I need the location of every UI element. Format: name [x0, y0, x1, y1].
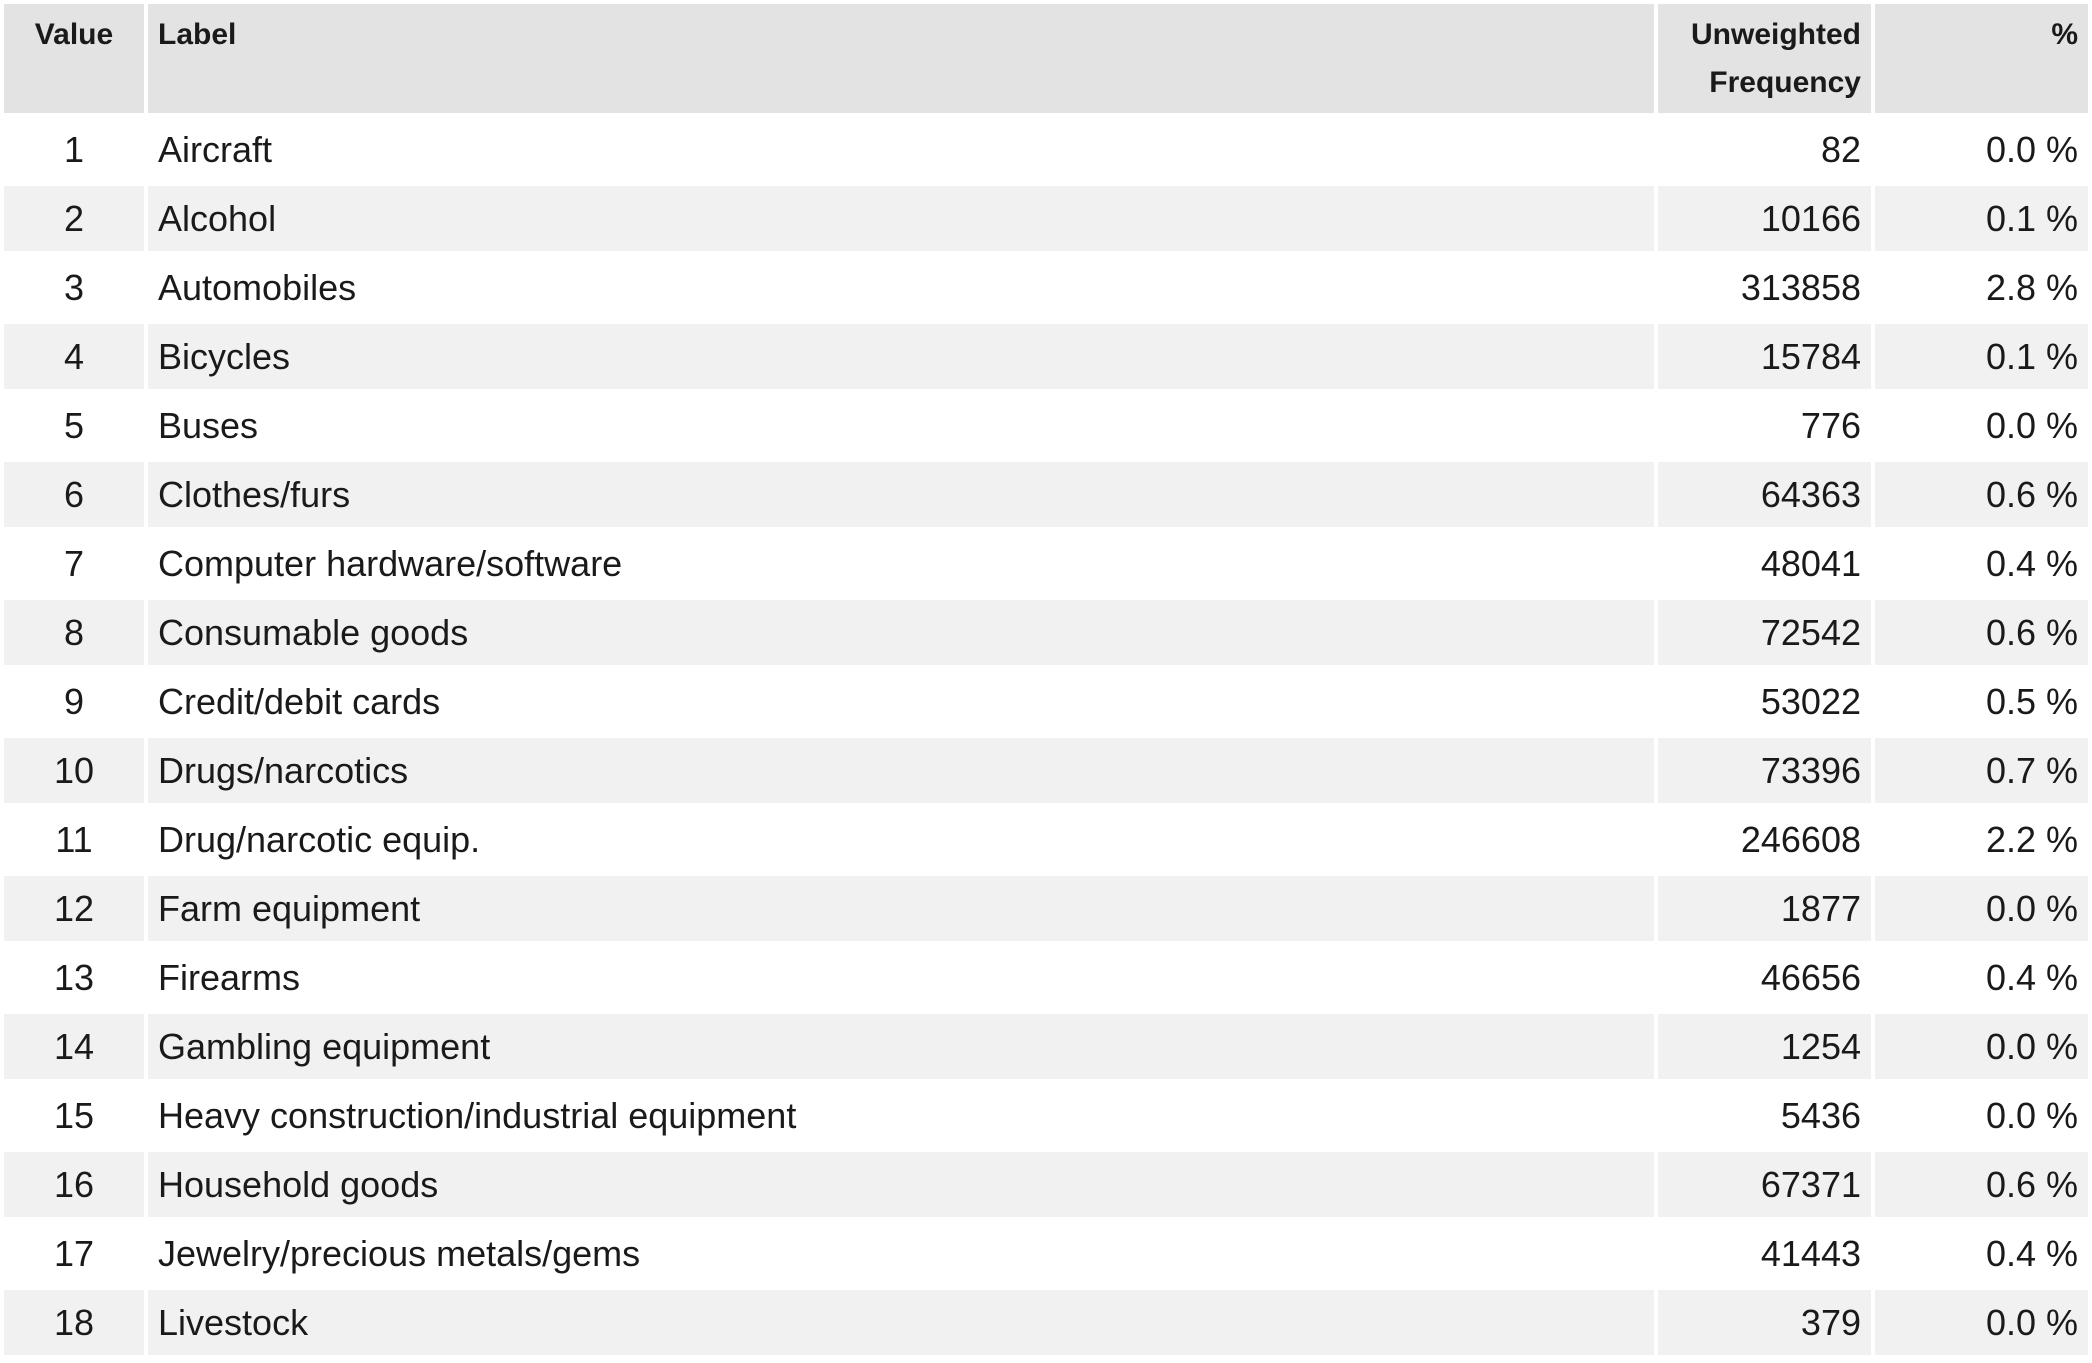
cell-label: Automobiles	[148, 255, 1654, 320]
cell-frequency: 53022	[1658, 669, 1871, 734]
table-row: 2 Alcohol 10166 0.1 %	[4, 186, 2088, 251]
cell-label: Gambling equipment	[148, 1014, 1654, 1079]
cell-value: 13	[4, 945, 144, 1010]
cell-percent: 0.1 %	[1875, 324, 2088, 389]
table-row: 17 Jewelry/precious metals/gems 41443 0.4 %	[4, 1221, 2088, 1286]
cell-value: 3	[4, 255, 144, 320]
cell-percent: 2.8 %	[1875, 255, 2088, 320]
cell-frequency: 1877	[1658, 876, 1871, 941]
cell-frequency: 72542	[1658, 600, 1871, 665]
cell-label: Heavy construction/industrial equipment	[148, 1083, 1654, 1148]
cell-value: 18	[4, 1290, 144, 1355]
cell-frequency: 1254	[1658, 1014, 1871, 1079]
cell-percent: 0.0 %	[1875, 876, 2088, 941]
cell-value: 6	[4, 462, 144, 527]
table-row: 3 Automobiles 313858 2.8 %	[4, 255, 2088, 320]
cell-percent: 0.5 %	[1875, 669, 2088, 734]
column-header-label[interactable]: Label	[148, 4, 1654, 113]
cell-frequency: 73396	[1658, 738, 1871, 803]
table-row: 7 Computer hardware/software 48041 0.4 %	[4, 531, 2088, 596]
cell-percent: 0.4 %	[1875, 531, 2088, 596]
table-row: 11 Drug/narcotic equip. 246608 2.2 %	[4, 807, 2088, 872]
cell-percent: 0.6 %	[1875, 1152, 2088, 1217]
cell-percent: 0.0 %	[1875, 1083, 2088, 1148]
cell-percent: 2.2 %	[1875, 807, 2088, 872]
table-row: 15 Heavy construction/industrial equipmen…	[4, 1083, 2088, 1148]
cell-frequency: 313858	[1658, 255, 1871, 320]
cell-value: 17	[4, 1221, 144, 1286]
cell-frequency: 379	[1658, 1290, 1871, 1355]
cell-value: 5	[4, 393, 144, 458]
cell-percent: 0.6 %	[1875, 600, 2088, 665]
cell-label: Aircraft	[148, 117, 1654, 182]
cell-percent: 0.4 %	[1875, 945, 2088, 1010]
table-row: 16 Household goods 67371 0.6 %	[4, 1152, 2088, 1217]
table-row: 14 Gambling equipment 1254 0.0 %	[4, 1014, 2088, 1079]
header-row: Value Label Unweighted Frequency %	[4, 4, 2088, 113]
cell-frequency: 46656	[1658, 945, 1871, 1010]
cell-value: 14	[4, 1014, 144, 1079]
cell-value: 8	[4, 600, 144, 665]
cell-percent: 0.0 %	[1875, 393, 2088, 458]
table-row: 9 Credit/debit cards 53022 0.5 %	[4, 669, 2088, 734]
cell-frequency: 15784	[1658, 324, 1871, 389]
cell-label: Alcohol	[148, 186, 1654, 251]
cell-value: 10	[4, 738, 144, 803]
table-row: 5 Buses 776 0.0 %	[4, 393, 2088, 458]
cell-percent: 0.0 %	[1875, 1290, 2088, 1355]
table-header: Value Label Unweighted Frequency %	[4, 4, 2088, 113]
cell-label: Household goods	[148, 1152, 1654, 1217]
cell-percent: 0.1 %	[1875, 186, 2088, 251]
cell-frequency: 82	[1658, 117, 1871, 182]
cell-value: 9	[4, 669, 144, 734]
cell-frequency: 5436	[1658, 1083, 1871, 1148]
cell-label: Clothes/furs	[148, 462, 1654, 527]
cell-label: Drug/narcotic equip.	[148, 807, 1654, 872]
cell-frequency: 41443	[1658, 1221, 1871, 1286]
cell-value: 7	[4, 531, 144, 596]
table-row: 12 Farm equipment 1877 0.0 %	[4, 876, 2088, 941]
table-row: 6 Clothes/furs 64363 0.6 %	[4, 462, 2088, 527]
cell-label: Bicycles	[148, 324, 1654, 389]
cell-value: 4	[4, 324, 144, 389]
table-row: 18 Livestock 379 0.0 %	[4, 1290, 2088, 1355]
cell-label: Consumable goods	[148, 600, 1654, 665]
cell-value: 16	[4, 1152, 144, 1217]
column-header-unweighted-frequency[interactable]: Unweighted Frequency	[1658, 4, 1871, 113]
cell-frequency: 48041	[1658, 531, 1871, 596]
cell-value: 2	[4, 186, 144, 251]
cell-percent: 0.0 %	[1875, 117, 2088, 182]
table-row: 13 Firearms 46656 0.4 %	[4, 945, 2088, 1010]
cell-label: Firearms	[148, 945, 1654, 1010]
table-row: 4 Bicycles 15784 0.1 %	[4, 324, 2088, 389]
cell-label: Livestock	[148, 1290, 1654, 1355]
cell-frequency: 776	[1658, 393, 1871, 458]
cell-label: Drugs/narcotics	[148, 738, 1654, 803]
table-body: 1 Aircraft 82 0.0 % 2 Alcohol 10166 0.1 % 3 Autom…	[4, 117, 2088, 1355]
cell-value: 1	[4, 117, 144, 182]
cell-value: 15	[4, 1083, 144, 1148]
table-row: 10 Drugs/narcotics 73396 0.7 %	[4, 738, 2088, 803]
cell-frequency: 67371	[1658, 1152, 1871, 1217]
column-header-percent[interactable]: %	[1875, 4, 2088, 113]
cell-value: 12	[4, 876, 144, 941]
cell-label: Credit/debit cards	[148, 669, 1654, 734]
cell-value: 11	[4, 807, 144, 872]
cell-label: Computer hardware/software	[148, 531, 1654, 596]
cell-label: Buses	[148, 393, 1654, 458]
cell-percent: 0.4 %	[1875, 1221, 2088, 1286]
cell-percent: 0.6 %	[1875, 462, 2088, 527]
cell-frequency: 246608	[1658, 807, 1871, 872]
table-row: 1 Aircraft 82 0.0 %	[4, 117, 2088, 182]
cell-frequency: 10166	[1658, 186, 1871, 251]
cell-label: Farm equipment	[148, 876, 1654, 941]
table-row: 8 Consumable goods 72542 0.6 %	[4, 600, 2088, 665]
column-header-value[interactable]: Value	[4, 4, 144, 113]
cell-label: Jewelry/precious metals/gems	[148, 1221, 1654, 1286]
cell-percent: 0.7 %	[1875, 738, 2088, 803]
cell-percent: 0.0 %	[1875, 1014, 2088, 1079]
cell-frequency: 64363	[1658, 462, 1871, 527]
